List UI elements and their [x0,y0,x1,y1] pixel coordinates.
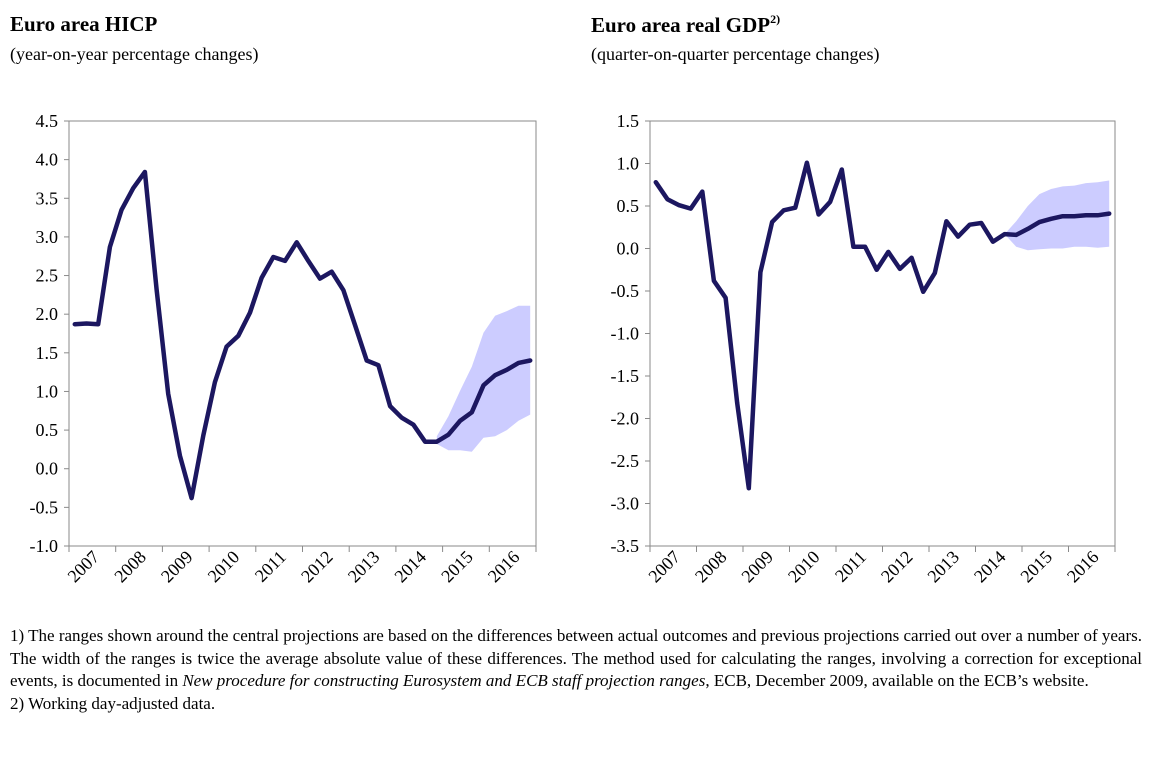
footnote-2: 2) Working day-adjusted data. [10,693,216,713]
chart-title-hicp: Euro area HICP [10,12,158,36]
y-tick-label: 1.5 [36,343,59,363]
y-tick-label: -0.5 [611,281,640,301]
plot-frame-hicp [68,120,537,547]
x-tick-label: 2016 [1063,547,1103,587]
y-tick-label: -1.0 [611,324,640,344]
charts-canvas: 4.54.03.53.02.52.01.51.00.50.0-0.5-1.020… [30,111,1116,586]
y-tick-label: 0.5 [617,196,640,216]
x-tick-label: 2013 [344,547,384,587]
chart-gdp: 1.5 1.0 0.5 0.0 -0.5 -1.0 -1.5 -2.0 -2.5 -3.0 -3.5… [611,111,1116,586]
x-tick-label: 2011 [251,547,290,586]
plot-frame-gdp [649,120,1116,547]
x-tick-label: 2016 [484,547,524,587]
y-tick-label: -2.0 [611,409,640,429]
y-tick-label: 4.0 [36,150,59,170]
x-tick-label: 2014 [390,547,430,587]
x-tick-label: 2012 [877,547,917,587]
y-tick-label: 0.0 [36,459,59,479]
x-tick-label: 2010 [784,547,824,587]
footnote-ref: 2) [770,12,781,26]
series-line-gdp [653,160,1112,491]
footnotes: 1) The ranges shown around the central p… [10,625,1142,715]
x-tick-label: 2007 [644,547,684,587]
chart-hicp: 4.54.03.53.02.52.01.51.00.50.0-0.5-1.020… [30,111,537,586]
x-tick-label: 2009 [737,547,777,587]
y-tick-label: 1.5 [617,111,640,131]
y-tick-label: 0.5 [36,420,59,440]
y-tick-label: 4.5 [36,111,59,131]
y-tick-label: 1.0 [36,381,59,401]
y-tick-label: 2.5 [36,266,59,286]
x-tick-label: 2011 [831,547,870,586]
x-tick-label: 2008 [110,547,150,587]
chart-title-gdp: Euro area real GDP2) [591,12,781,37]
x-tick-label: 2007 [64,547,104,587]
chart-subtitle-hicp: (year-on-year percentage changes) [10,44,259,64]
y-tick-label: -0.5 [30,497,59,517]
x-tick-label: 2015 [437,547,477,587]
footnote-1: 1) The ranges shown around the central p… [10,626,1142,690]
x-tick-label: 2008 [691,547,731,587]
x-tick-label: 2014 [970,547,1010,587]
y-tick-label: -1.0 [30,536,59,556]
y-tick-label: 3.5 [36,188,59,208]
x-tick-label: 2010 [204,547,244,587]
footnote-1-publication: New procedure for constructing Eurosyste… [182,671,706,690]
x-tick-label: 2015 [1016,547,1056,587]
y-tick-label: -2.5 [611,451,640,471]
y-tick-label: -1.5 [611,366,640,386]
x-tick-label: 2009 [157,547,197,587]
y-tick-label: 1.0 [617,154,640,174]
y-tick-label: -3.0 [611,494,640,514]
y-tick-label: 3.0 [36,227,59,247]
chart-subtitle-gdp: (quarter-on-quarter percentage changes) [591,44,880,64]
x-tick-label: 2013 [923,547,963,587]
projection-range-hicp [436,305,531,452]
y-tick-label: 2.0 [36,304,59,324]
series-line-hicp [72,169,533,501]
y-tick-label: 0.0 [617,239,640,259]
y-tick-label: -3.5 [611,536,640,556]
x-tick-label: 2012 [297,547,337,587]
